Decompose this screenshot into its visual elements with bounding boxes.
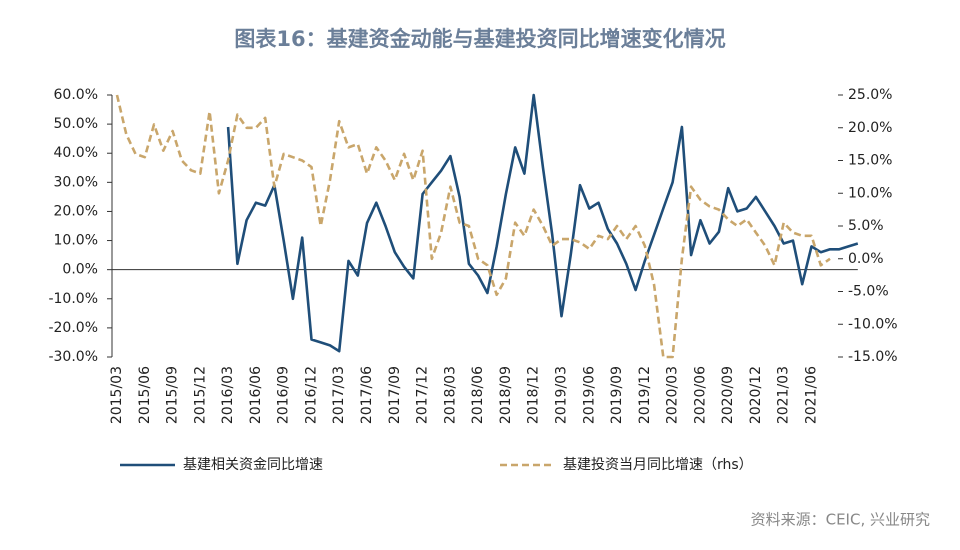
- y-tick-label: -30.0%: [48, 349, 98, 365]
- y-tick-label: 60.0%: [54, 87, 98, 103]
- x-tick-label: 2020/06: [692, 366, 708, 424]
- x-tick-label: 2019/06: [581, 366, 597, 424]
- chart-title: 图表16：基建资金动能与基建投资同比增速变化情况: [234, 27, 725, 51]
- y2-tick-label: 10.0%: [848, 185, 892, 201]
- x-tick-label: 2016/03: [220, 366, 236, 424]
- series-line: [226, 93, 859, 353]
- x-tick-label: 2015/06: [137, 366, 153, 424]
- y2-tick-label: 20.0%: [848, 120, 892, 136]
- y2-tick-label: 0.0%: [848, 251, 884, 267]
- x-tick-label: 2019/09: [609, 366, 625, 424]
- x-tick-label: 2020/12: [748, 366, 764, 424]
- y2-tick-label: 15.0%: [848, 153, 892, 169]
- x-tick-label: 2015/12: [192, 366, 208, 424]
- y2-tick-label: -10.0%: [848, 316, 898, 332]
- x-tick-label: 2018/09: [498, 366, 514, 424]
- y-tick-label: 50.0%: [54, 116, 98, 132]
- x-tick-label: 2018/12: [526, 366, 542, 424]
- y-tick-label: 30.0%: [54, 174, 98, 190]
- source-note: 资料来源：CEIC, 兴业研究: [751, 511, 930, 529]
- x-tick-label: 2017/12: [415, 366, 431, 424]
- x-tick-label: 2017/06: [359, 366, 375, 424]
- y2-tick-label: 25.0%: [848, 87, 892, 103]
- y2-tick-label: 5.0%: [848, 218, 884, 234]
- legend-label: 基建投资当月同比增速（rhs）: [563, 456, 753, 473]
- x-tick-label: 2021/06: [804, 366, 820, 424]
- y-tick-label: -20.0%: [48, 320, 98, 336]
- x-tick-label: 2018/06: [470, 366, 486, 424]
- legend-label: 基建相关资金同比增速: [183, 456, 323, 473]
- x-tick-label: 2018/03: [442, 366, 458, 424]
- x-tick-label: 2015/09: [165, 366, 181, 424]
- x-tick-label: 2020/03: [665, 366, 681, 424]
- x-tick-label: 2016/12: [303, 366, 319, 424]
- x-tick-label: 2016/09: [276, 366, 292, 424]
- y2-tick-label: -5.0%: [848, 284, 889, 300]
- y-tick-label: 10.0%: [54, 233, 98, 249]
- x-tick-label: 2016/06: [248, 366, 264, 424]
- x-tick-label: 2021/03: [776, 366, 792, 424]
- series-line: [115, 94, 831, 359]
- x-tick-label: 2017/03: [331, 366, 347, 424]
- y-tick-label: 0.0%: [62, 262, 98, 278]
- y2-tick-label: -15.0%: [848, 349, 898, 365]
- y-tick-label: 20.0%: [54, 203, 98, 219]
- x-tick-label: 2019/12: [637, 366, 653, 424]
- x-tick-label: 2019/03: [553, 366, 569, 424]
- x-tick-label: 2015/03: [109, 366, 125, 424]
- y-tick-label: 40.0%: [54, 145, 98, 161]
- y-tick-label: -10.0%: [48, 291, 98, 307]
- x-tick-label: 2017/09: [387, 366, 403, 424]
- x-tick-label: 2020/09: [720, 366, 736, 424]
